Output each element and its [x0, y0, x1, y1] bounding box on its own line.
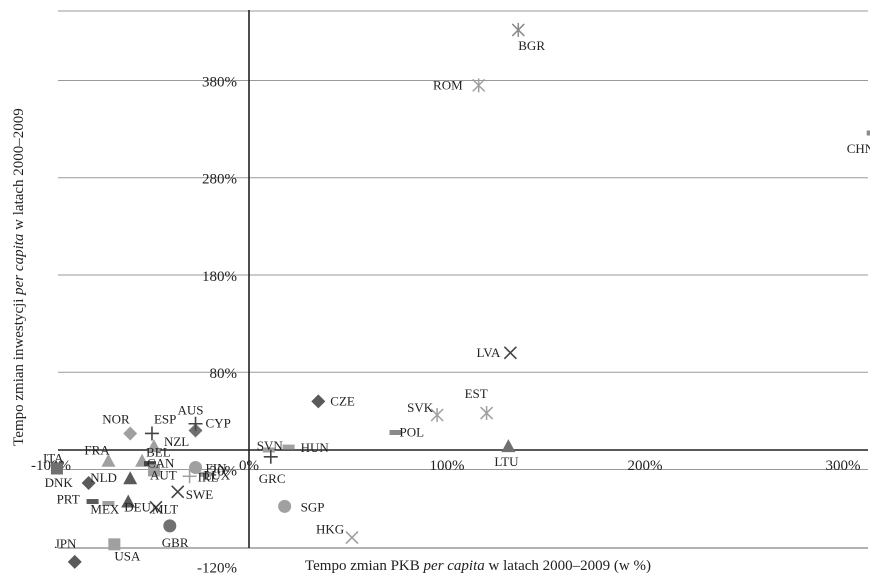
point-label-nld: NLD: [90, 470, 117, 485]
data-point-esp: [144, 426, 159, 441]
point-label-svk: SVK: [407, 400, 434, 415]
point-label-swe: SWE: [186, 487, 214, 502]
point-label-prt: PRT: [57, 492, 80, 507]
data-point-aut: [147, 464, 160, 477]
point-label-gbr: GBR: [162, 535, 189, 550]
point-label-ltu: LTU: [494, 454, 519, 469]
data-point-deu: [121, 494, 136, 508]
point-label-lux: LUX: [203, 467, 230, 482]
data-point-mlt: [149, 500, 163, 514]
data-point-cyp: [188, 416, 203, 431]
point-label-dnk: DNK: [45, 475, 74, 490]
point-label-can: CAN: [147, 456, 175, 471]
data-point-ltu: [501, 439, 516, 453]
x-tick-label: 300%: [826, 458, 861, 474]
point-label-fra: FRA: [84, 443, 110, 458]
point-label-bgr: BGR: [518, 38, 545, 53]
point-label-grc: GRC: [259, 471, 286, 486]
point-label-chn: CHN: [847, 141, 870, 156]
x-tick-label: 200%: [628, 458, 663, 474]
y-tick-label: -120%: [197, 561, 237, 574]
gridlines: [58, 10, 868, 549]
data-point-fra: [101, 453, 116, 467]
data-point-ita: [50, 462, 63, 475]
data-point-irl: [182, 469, 197, 484]
x-tick-label: 0%: [239, 458, 259, 474]
point-label-aut: AUT: [150, 467, 177, 482]
y-tick-label: 180%: [202, 269, 237, 285]
data-point-svk: [430, 407, 444, 422]
data-point-usa: [108, 538, 121, 551]
data-point-jpn: [67, 554, 82, 569]
data-point-svn: [262, 447, 275, 453]
point-label-lva: LVA: [477, 345, 501, 360]
data-point-nld: [123, 471, 138, 485]
point-label-irl: IRL: [198, 469, 219, 484]
data-point-grc: [263, 449, 278, 464]
tick-labels: -100%0%100%200%300%-120%-20%80%180%280%3…: [31, 74, 861, 574]
data-point-lux: [199, 471, 212, 477]
data-point-fin: [189, 461, 203, 475]
x-tick-label: 100%: [430, 458, 465, 474]
point-label-fin: FIN: [206, 461, 228, 476]
point-label-jpn: JPN: [55, 536, 77, 551]
data-point-hun: [282, 444, 295, 450]
y-axis-title: Tempo zmian inwestycji per capita w lata…: [11, 108, 27, 446]
data-point-gbr: [163, 519, 177, 533]
point-label-est: EST: [465, 386, 488, 401]
data-point-pol: [389, 429, 402, 435]
y-tick-label: -20%: [205, 463, 238, 479]
y-tick-label: 80%: [210, 366, 238, 382]
axes: [58, 10, 868, 548]
point-label-sgp: SGP: [301, 499, 325, 514]
data-point-nzl: [146, 439, 161, 453]
data-point-mex: [102, 500, 115, 506]
point-label-bel: BEL: [146, 445, 171, 460]
data-point-lva: [503, 346, 517, 360]
point-label-cyp: CYP: [206, 416, 231, 431]
point-label-pol: POL: [400, 424, 425, 439]
point-labels: BGR ROM CHN LVA CZE SVK EST POL LTU HUN SVN GRC SGP H…: [43, 38, 870, 563]
point-label-deu: DEU: [124, 500, 151, 515]
data-points: [50, 22, 870, 569]
data-point-sgp: [278, 499, 292, 513]
data-point-swe: [171, 485, 185, 499]
point-label-nor: NOR: [102, 411, 130, 426]
point-label-usa: USA: [114, 548, 141, 563]
data-point-hkg: [345, 530, 359, 545]
point-label-aus: AUS: [178, 403, 204, 418]
data-point-dnk: [81, 476, 96, 491]
data-point-rom: [472, 78, 486, 93]
data-point-bgr: [511, 22, 525, 37]
point-label-esp: ESP: [154, 411, 176, 426]
point-label-rom: ROM: [433, 77, 463, 92]
point-label-mlt: MLT: [152, 501, 178, 516]
point-label-hkg: HKG: [316, 522, 344, 537]
point-label-mex: MEX: [90, 501, 120, 516]
x-axis-title: Tempo zmian PKB per capita w latach 2000…: [305, 558, 651, 574]
data-point-nor: [123, 426, 138, 441]
point-label-nzl: NZL: [164, 434, 189, 449]
point-label-ita: ITA: [43, 450, 64, 465]
point-label-svn: SVN: [257, 438, 284, 453]
data-point-chn: [866, 130, 870, 136]
data-point-prt: [86, 499, 99, 505]
data-point-est: [480, 406, 494, 421]
data-point-cze: [311, 394, 326, 409]
data-point-can: [144, 461, 156, 467]
y-tick-label: 280%: [202, 172, 237, 188]
point-label-hun: HUN: [301, 440, 330, 455]
y-tick-label: 380%: [202, 74, 237, 90]
point-label-cze: CZE: [330, 393, 355, 408]
